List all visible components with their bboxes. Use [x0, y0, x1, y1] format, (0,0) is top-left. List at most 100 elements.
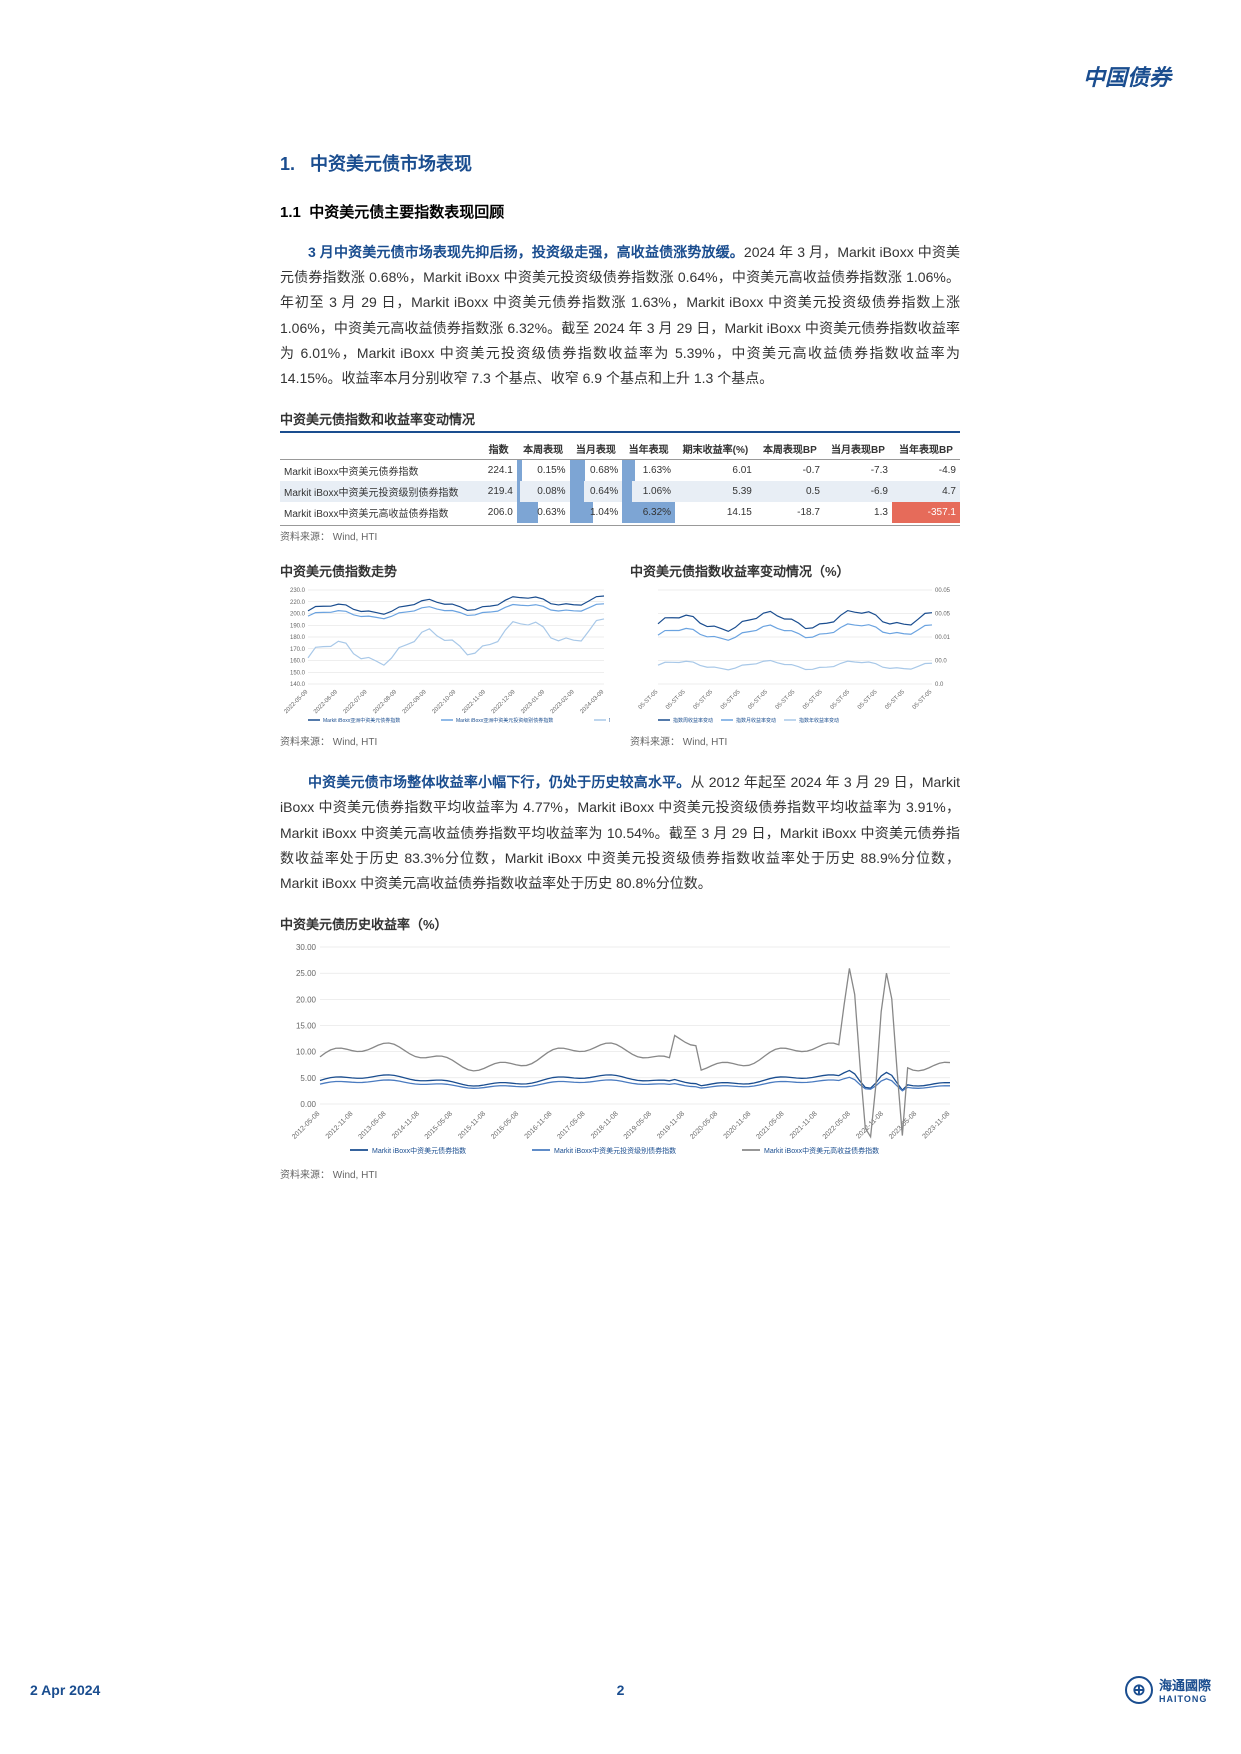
- svg-text:00.05: 00.05: [935, 612, 951, 618]
- para2-lead: 中资美元债市场整体收益率小幅下行，仍处于历史较高水平。: [308, 774, 690, 790]
- svg-text:2022-05-08: 2022-05-08: [822, 1110, 852, 1140]
- table-row: Markit iBoxx中资美元高收益债券指数206.00.63%1.04%6.…: [280, 502, 960, 523]
- svg-text:2020-11-08: 2020-11-08: [723, 1110, 753, 1140]
- svg-text:2016-11-08: 2016-11-08: [524, 1110, 554, 1140]
- svg-text:Markit iBoxx中资美元高收益债券指数: Markit iBoxx中资美元高收益债券指数: [764, 1146, 879, 1155]
- table-cell: 1.3: [824, 502, 892, 523]
- section-num: 1.: [280, 154, 295, 174]
- paragraph-2: 中资美元债市场整体收益率小幅下行，仍处于历史较高水平。从 2012 年起至 20…: [280, 770, 960, 896]
- svg-text:180.0: 180.0: [290, 635, 306, 641]
- chart3-svg: 30.0025.0020.0015.0010.005.000.002012-05…: [280, 939, 960, 1159]
- svg-text:00.01: 00.01: [935, 635, 951, 641]
- svg-text:230.0: 230.0: [290, 588, 306, 594]
- svg-text:2012-05-08: 2012-05-08: [291, 1110, 321, 1140]
- table-cell: 14.15: [675, 502, 756, 523]
- svg-text:2022-06-09: 2022-06-09: [313, 689, 339, 715]
- table-header: [280, 438, 481, 460]
- svg-text:Markit iBoxx亚洲中资美元债券指数: Markit iBoxx亚洲中资美元债券指数: [323, 717, 400, 724]
- main-content: 1. 中资美元债市场表现 1.1 中资美元债主要指数表现回顾 3 月中资美元债市…: [280, 150, 960, 1199]
- svg-text:指数年收益率变动: 指数年收益率变动: [799, 717, 839, 724]
- para1-lead: 3 月中资美元债市场表现先抑后扬，投资级走强，高收益债涨势放缓。: [308, 244, 744, 260]
- svg-text:05-ST-05: 05-ST-05: [912, 689, 934, 711]
- table-cell: -0.7: [756, 460, 824, 482]
- table-header: 当年表现BP: [892, 438, 960, 460]
- svg-text:05-ST-05: 05-ST-05: [884, 689, 906, 711]
- chart2-source: 资料来源： Wind, HTI: [630, 731, 960, 748]
- svg-text:2022-08-09: 2022-08-09: [372, 689, 398, 715]
- svg-text:20.00: 20.00: [296, 995, 317, 1004]
- svg-text:05-ST-05: 05-ST-05: [775, 689, 797, 711]
- svg-text:指数周收益率变动: 指数周收益率变动: [673, 717, 713, 724]
- table-cell: 0.15%: [517, 460, 570, 482]
- table-cell: Markit iBoxx中资美元投资级别债券指数: [280, 481, 481, 502]
- table-cell: 6.32%: [622, 502, 675, 523]
- svg-text:05-ST-05: 05-ST-05: [857, 689, 879, 711]
- table-cell: -7.3: [824, 460, 892, 482]
- table-cell: Markit iBoxx中资美元债券指数: [280, 460, 481, 482]
- svg-text:10.00: 10.00: [296, 1048, 317, 1057]
- svg-text:2021-11-08: 2021-11-08: [789, 1110, 819, 1140]
- svg-text:05-ST-05: 05-ST-05: [802, 689, 824, 711]
- chart2-title: 中资美元债指数收益率变动情况（%）: [630, 561, 960, 580]
- svg-text:2015-11-08: 2015-11-08: [457, 1110, 487, 1140]
- svg-text:15.00: 15.00: [296, 1022, 317, 1031]
- index-table: 指数本周表现当月表现当年表现期末收益率(%)本周表现BP当月表现BP当年表现BP…: [280, 438, 960, 523]
- table-cell: 224.1: [481, 460, 517, 482]
- svg-text:190.0: 190.0: [290, 623, 306, 629]
- table-row: Markit iBoxx中资美元债券指数224.10.15%0.68%1.63%…: [280, 460, 960, 482]
- svg-text:2012-11-08: 2012-11-08: [325, 1110, 355, 1140]
- page-footer: 2 Apr 2024 2 ⊕ 海通國際 HAITONG: [30, 1675, 1211, 1704]
- table-cell: 5.39: [675, 481, 756, 502]
- svg-text:05-ST-05: 05-ST-05: [830, 689, 852, 711]
- svg-text:2020-05-08: 2020-05-08: [689, 1110, 719, 1140]
- svg-text:2017-05-08: 2017-05-08: [556, 1110, 586, 1140]
- table-cell: -18.7: [756, 502, 824, 523]
- subsection-title: 中资美元债主要指数表现回顾: [309, 204, 504, 221]
- svg-text:2022-11-09: 2022-11-09: [461, 689, 487, 715]
- chart2-svg: 00.0500.0500.0100.00.005-ST-0505-ST-0505…: [630, 586, 960, 726]
- chart3-source: 资料来源： Wind, HTI: [280, 1164, 960, 1181]
- table-row: Markit iBoxx中资美元投资级别债券指数219.40.08%0.64%1…: [280, 481, 960, 502]
- table-cell: 206.0: [481, 502, 517, 523]
- svg-text:2022-10-09: 2022-10-09: [431, 689, 457, 715]
- svg-text:05-ST-05: 05-ST-05: [693, 689, 715, 711]
- table-cell: 0.63%: [517, 502, 570, 523]
- table-header: 本周表现: [517, 438, 570, 460]
- table-cell: -357.1: [892, 502, 960, 523]
- table-cell: 4.7: [892, 481, 960, 502]
- chart-row-1: 中资美元债指数走势 230.0220.0200.0190.0180.0170.0…: [280, 561, 960, 766]
- table-cell: 219.4: [481, 481, 517, 502]
- footer-date: 2 Apr 2024: [30, 1682, 100, 1698]
- footer-logo: ⊕ 海通國際 HAITONG: [1125, 1675, 1211, 1704]
- svg-text:30.00: 30.00: [296, 943, 317, 952]
- svg-text:220.0: 220.0: [290, 600, 306, 606]
- table-header: 当年表现: [622, 438, 675, 460]
- svg-text:5.00: 5.00: [300, 1074, 316, 1083]
- table-header: 当月表现BP: [824, 438, 892, 460]
- table1-source: 资料来源： Wind, HTI: [280, 525, 960, 543]
- svg-text:Markit iBoxx中资美元债券指数: Markit iBoxx中资美元债券指数: [372, 1146, 466, 1155]
- svg-text:2013-05-08: 2013-05-08: [357, 1110, 387, 1140]
- table-cell: 0.08%: [517, 481, 570, 502]
- svg-text:00.0: 00.0: [935, 659, 947, 665]
- table-header: 本周表现BP: [756, 438, 824, 460]
- table-header: 期末收益率(%): [675, 438, 756, 460]
- svg-text:170.0: 170.0: [290, 647, 306, 653]
- table-cell: -6.9: [824, 481, 892, 502]
- svg-text:2018-11-08: 2018-11-08: [590, 1110, 620, 1140]
- table-header: 指数: [481, 438, 517, 460]
- para2-body: 从 2012 年起至 2024 年 3 月 29 日，Markit iBoxx …: [280, 774, 960, 891]
- svg-text:2022-12-09: 2022-12-09: [491, 689, 517, 715]
- para1-body: 2024 年 3 月，Markit iBoxx 中资美元债券指数涨 0.68%，…: [280, 244, 960, 386]
- table-cell: Markit iBoxx中资美元高收益债券指数: [280, 502, 481, 523]
- table-cell: 1.06%: [622, 481, 675, 502]
- paragraph-1: 3 月中资美元债市场表现先抑后扬，投资级走强，高收益债涨势放缓。2024 年 3…: [280, 240, 960, 391]
- svg-text:05-ST-05: 05-ST-05: [720, 689, 742, 711]
- svg-text:2015-05-08: 2015-05-08: [424, 1110, 454, 1140]
- svg-text:160.0: 160.0: [290, 659, 306, 665]
- svg-text:Markit iBoxx中资美元投资级别债券指数: Markit iBoxx中资美元投资级别债券指数: [554, 1146, 676, 1155]
- section-title: 中资美元债市场表现: [310, 154, 472, 174]
- svg-text:2024-03-09: 2024-03-09: [579, 689, 605, 715]
- svg-text:2022-09-09: 2022-09-09: [402, 689, 428, 715]
- chart2-box: 中资美元债指数收益率变动情况（%） 00.0500.0500.0100.00.0…: [630, 561, 960, 766]
